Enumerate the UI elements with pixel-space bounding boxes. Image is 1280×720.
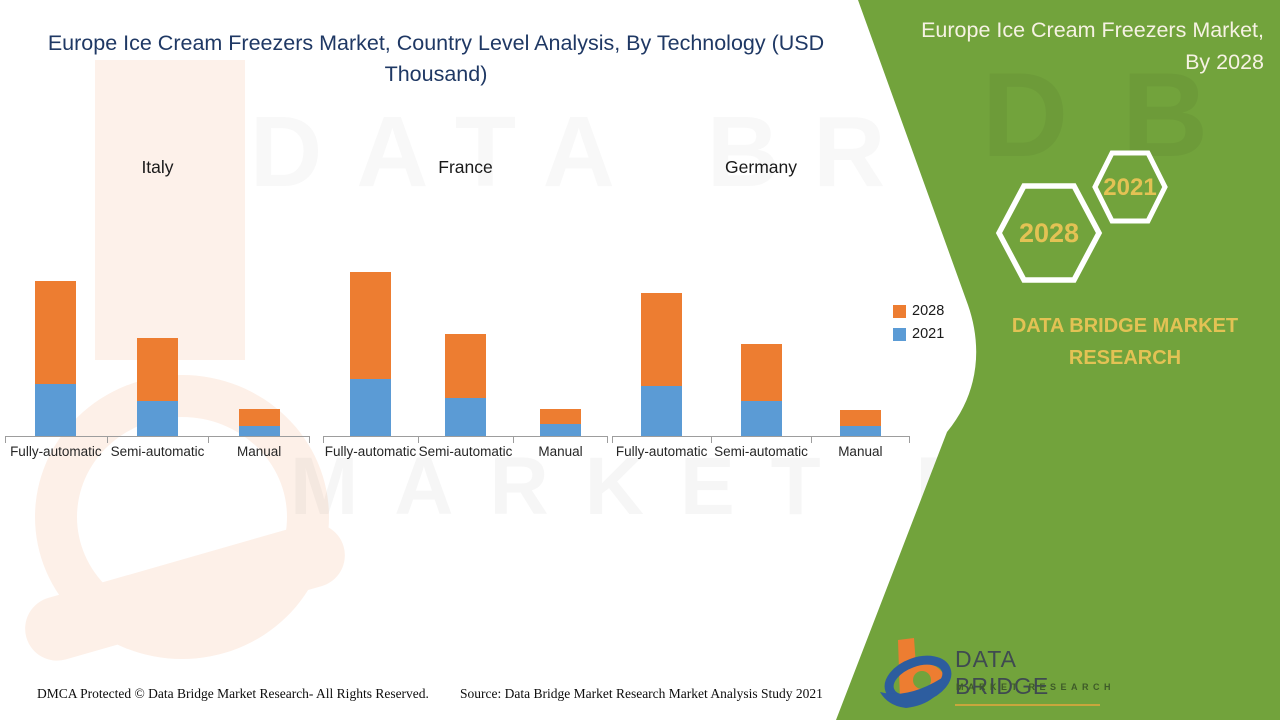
brand-wordmark: DATA BRIDGE MARKET RESEARCH (1003, 310, 1247, 374)
axis-tick (309, 436, 310, 443)
bar-italy-fully-automatic-2021 (35, 384, 77, 436)
logo-subtitle-text: MARKET RESEARCH (956, 682, 1116, 692)
category-label-italy-fully-automatic: Fully-automatic (10, 444, 102, 459)
axis-tick (711, 436, 713, 443)
axis-tick (5, 436, 6, 443)
axis-tick (106, 436, 108, 443)
panel-heading-line2: By 2028 (1185, 50, 1264, 74)
legend-item-2028: 2028 (893, 303, 944, 319)
bar-france-fully-automatic-2021 (350, 379, 391, 436)
country-label-italy: Italy (141, 157, 174, 177)
logo-name-text: DATA BRIDGE (955, 646, 1100, 706)
country-label-france: France (438, 157, 493, 177)
bar-france-semi-automatic-2028 (445, 334, 486, 398)
bar-france-semi-automatic-2021 (445, 398, 486, 436)
watermark-text-top: DATA BRI (250, 96, 982, 208)
hexagon-2028 (995, 183, 1103, 283)
category-label-italy-manual: Manual (237, 444, 282, 459)
hexagon-2028-label: 2028 (1019, 218, 1079, 248)
panel-heading-line1: Europe Ice Cream Freezers Market, (921, 18, 1264, 42)
bar-germany-semi-automatic-2021 (740, 401, 782, 436)
panel-heading: Europe Ice Cream Freezers Market, By 202… (864, 14, 1264, 78)
bar-france-manual-2021 (540, 424, 581, 436)
footer-source-text: Source: Data Bridge Market Research Mark… (460, 686, 823, 701)
category-label-germany-manual: Manual (838, 444, 883, 459)
data-bridge-logo-icon (880, 638, 952, 708)
category-label-germany-semi-automatic: Semi-automatic (714, 444, 808, 459)
bar-germany-fully-automatic-2028 (641, 293, 683, 386)
legend: 2028 2021 (893, 303, 944, 349)
legend-swatch-2021 (893, 327, 906, 341)
bar-germany-semi-automatic-2028 (740, 344, 782, 401)
bar-germany-fully-automatic-2021 (641, 386, 683, 436)
axis-tick (208, 436, 210, 443)
legend-label-2028: 2028 (912, 303, 945, 319)
category-label-france-manual: Manual (538, 444, 583, 459)
watermark-green-text: D B (890, 40, 1280, 190)
axis-tick (418, 436, 419, 443)
axis-tick (810, 436, 812, 443)
axis-tick (323, 436, 324, 443)
x-axis-germany (612, 436, 910, 437)
chart-title: Europe Ice Cream Freezers Market, Countr… (47, 31, 825, 86)
bar-italy-fully-automatic-2028 (35, 281, 77, 384)
brand-wordmark-line2: RESEARCH (1068, 347, 1182, 369)
footer-dmca-text: DMCA Protected © Data Bridge Market Rese… (37, 686, 429, 701)
year-hexagons: 2028 2021 (995, 150, 1168, 283)
category-label-italy-semi-automatic: Semi-automatic (110, 444, 205, 459)
bar-france-manual-2028 (540, 409, 581, 424)
bar-italy-semi-automatic-2021 (137, 401, 178, 436)
brand-wordmark-line1: DATA BRIDGE MARKET (1011, 315, 1239, 337)
bar-italy-manual-2021 (238, 426, 280, 436)
axis-tick (513, 436, 514, 443)
x-axis-italy (5, 436, 310, 437)
legend-swatch-2028 (893, 304, 906, 318)
bar-italy-semi-automatic-2028 (137, 338, 178, 401)
legend-item-2021: 2021 (893, 326, 944, 342)
hexagon-2021-label: 2021 (1103, 174, 1156, 201)
watermark-logo-stem (95, 60, 245, 360)
country-label-germany: Germany (725, 157, 797, 177)
bar-france-fully-automatic-2028 (350, 272, 391, 379)
category-label-france-semi-automatic: Semi-automatic (418, 444, 513, 459)
x-axis-france (323, 436, 608, 437)
category-label-france-fully-automatic: Fully-automatic (324, 444, 417, 459)
hexagon-2021 (1092, 150, 1168, 224)
axis-tick (909, 436, 910, 443)
category-label-germany-fully-automatic: Fully-automatic (615, 444, 708, 459)
axis-tick (607, 436, 608, 443)
bar-italy-manual-2028 (238, 409, 280, 426)
bar-germany-manual-2028 (839, 410, 881, 426)
bar-germany-manual-2021 (839, 426, 881, 436)
logo-b-counter (913, 671, 931, 689)
logo-swoosh-icon (880, 674, 948, 708)
axis-tick (612, 436, 613, 443)
legend-label-2021: 2021 (912, 326, 945, 342)
